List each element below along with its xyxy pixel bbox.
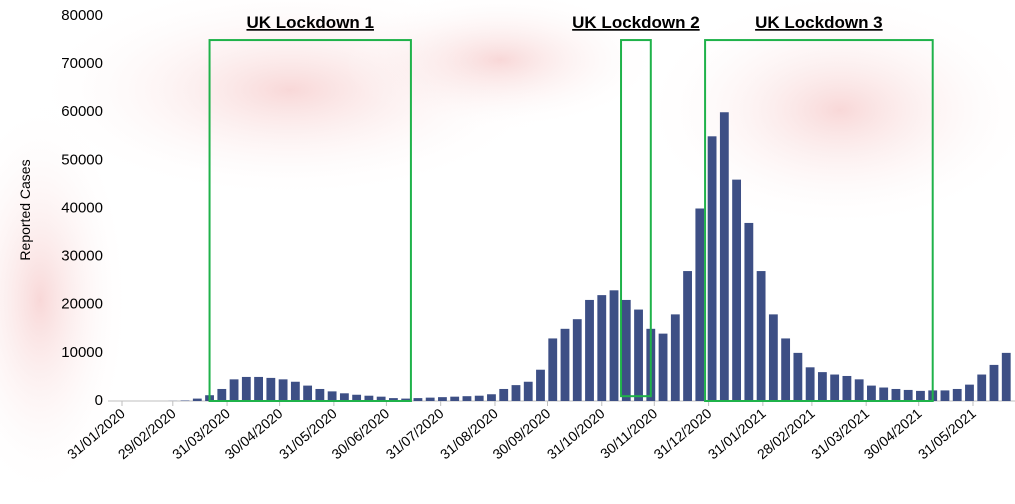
bar [438,397,447,401]
bar [572,319,582,401]
bar [854,379,864,401]
lockdown-box [620,39,652,398]
bar [278,379,288,401]
bar [339,393,349,401]
bar [965,384,974,401]
bar [879,387,889,401]
bar [891,388,901,401]
bar [597,295,607,401]
bar [192,398,202,401]
x-tick-label: 30/06/2020 [328,405,392,462]
bar [695,208,705,401]
bar [940,390,950,401]
bar [952,388,962,401]
bar [842,375,852,401]
bar [376,396,386,401]
bar [805,367,815,401]
bar [241,376,251,401]
bar [266,377,276,401]
y-tick-label: 80000 [61,7,103,24]
bar [229,379,239,401]
y-tick-label: 10000 [61,344,103,361]
bar [621,299,631,401]
bar [817,372,827,401]
bar [388,398,398,401]
bar [290,381,300,401]
bar [719,112,729,401]
lockdown-label: UK Lockdown 3 [755,13,883,32]
bar [744,222,754,401]
bar [732,179,742,401]
bar [560,328,570,401]
bar [793,352,803,401]
bar [327,391,337,401]
bar [425,397,435,401]
bar [756,271,766,401]
bar [303,385,313,401]
y-tick-label: 50000 [61,151,103,168]
bar [658,333,668,401]
y-tick-label: 60000 [61,103,103,120]
x-tick-label: 30/09/2020 [489,405,553,462]
bar [536,369,545,401]
bar [768,314,778,401]
bar [401,398,411,401]
bar [487,394,496,401]
x-tick-label: 31/12/2020 [651,405,715,462]
bar [1001,352,1011,401]
bar [634,309,643,401]
x-tick-label: 30/11/2020 [597,405,660,462]
x-tick-label: 31/10/2020 [544,405,608,462]
lockdown-box [208,39,412,402]
lockdown-label: UK Lockdown 2 [572,13,700,32]
bar [781,338,791,401]
bar [977,374,987,401]
bar [474,395,484,401]
bar [499,388,509,401]
bar [867,385,876,401]
bar [903,389,913,401]
x-tick-label: 30/04/2021 [861,405,925,462]
bar [352,394,362,401]
bar [364,395,374,401]
bar [511,385,521,401]
x-tick-label: 31/05/2021 [915,405,979,462]
bar [609,290,619,401]
bar [707,136,717,401]
bar [450,396,460,401]
bar [413,398,423,401]
bar [217,388,227,401]
x-tick-label: 31/07/2020 [383,405,447,462]
lockdown-label: UK Lockdown 1 [246,13,374,32]
x-tick-label: 30/04/2020 [222,405,286,462]
bar [548,338,558,401]
lockdown-box [704,39,934,402]
bar [916,390,925,401]
y-axis-label: Reported Cases [17,159,33,260]
y-tick-label: 20000 [61,296,103,313]
bar [989,364,999,401]
bar [523,381,533,401]
bar [683,271,692,401]
y-tick-label: 0 [95,392,103,409]
bar [315,388,325,401]
y-tick-label: 70000 [61,55,103,72]
bar [585,299,594,401]
bar [830,374,840,401]
y-tick-label: 40000 [61,199,103,216]
bar [254,376,263,401]
bar [670,314,680,401]
bar [462,396,472,401]
y-tick-label: 30000 [61,248,103,265]
